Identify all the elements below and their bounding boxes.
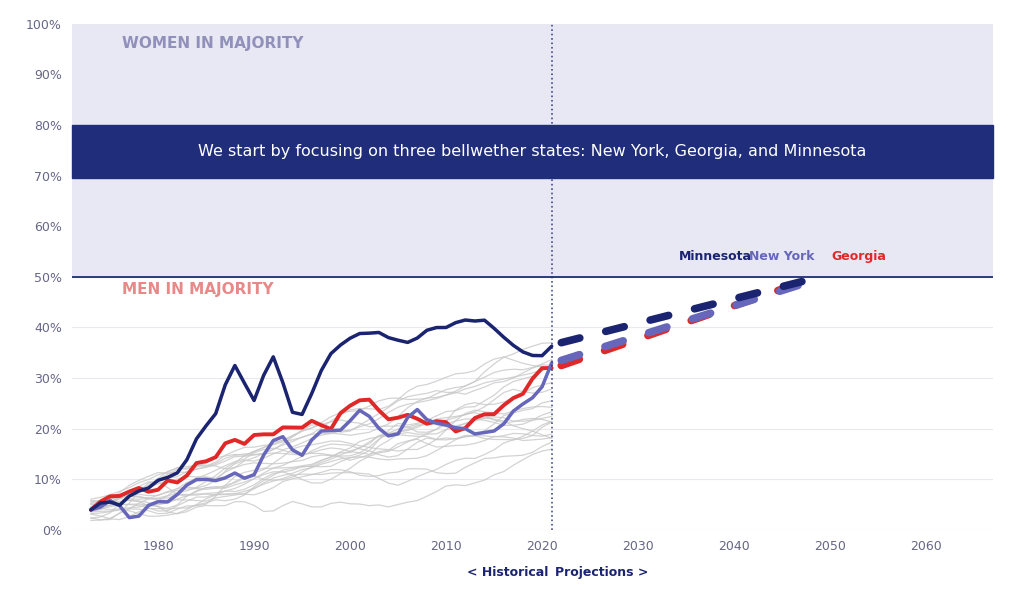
Text: MEN IN MAJORITY: MEN IN MAJORITY (123, 282, 274, 297)
Bar (72, 125, 993, 178)
Text: We start by focusing on three bellwether states: New York, Georgia, and Minnesot: We start by focusing on three bellwether… (199, 144, 866, 159)
Text: Projections >: Projections > (555, 565, 649, 578)
Text: New York: New York (750, 250, 815, 263)
Text: < Historical: < Historical (467, 565, 548, 578)
Text: Georgia: Georgia (831, 250, 887, 263)
Text: WOMEN IN MAJORITY: WOMEN IN MAJORITY (123, 37, 304, 51)
Bar (72, 24, 993, 277)
Text: Minnesota: Minnesota (678, 250, 752, 263)
